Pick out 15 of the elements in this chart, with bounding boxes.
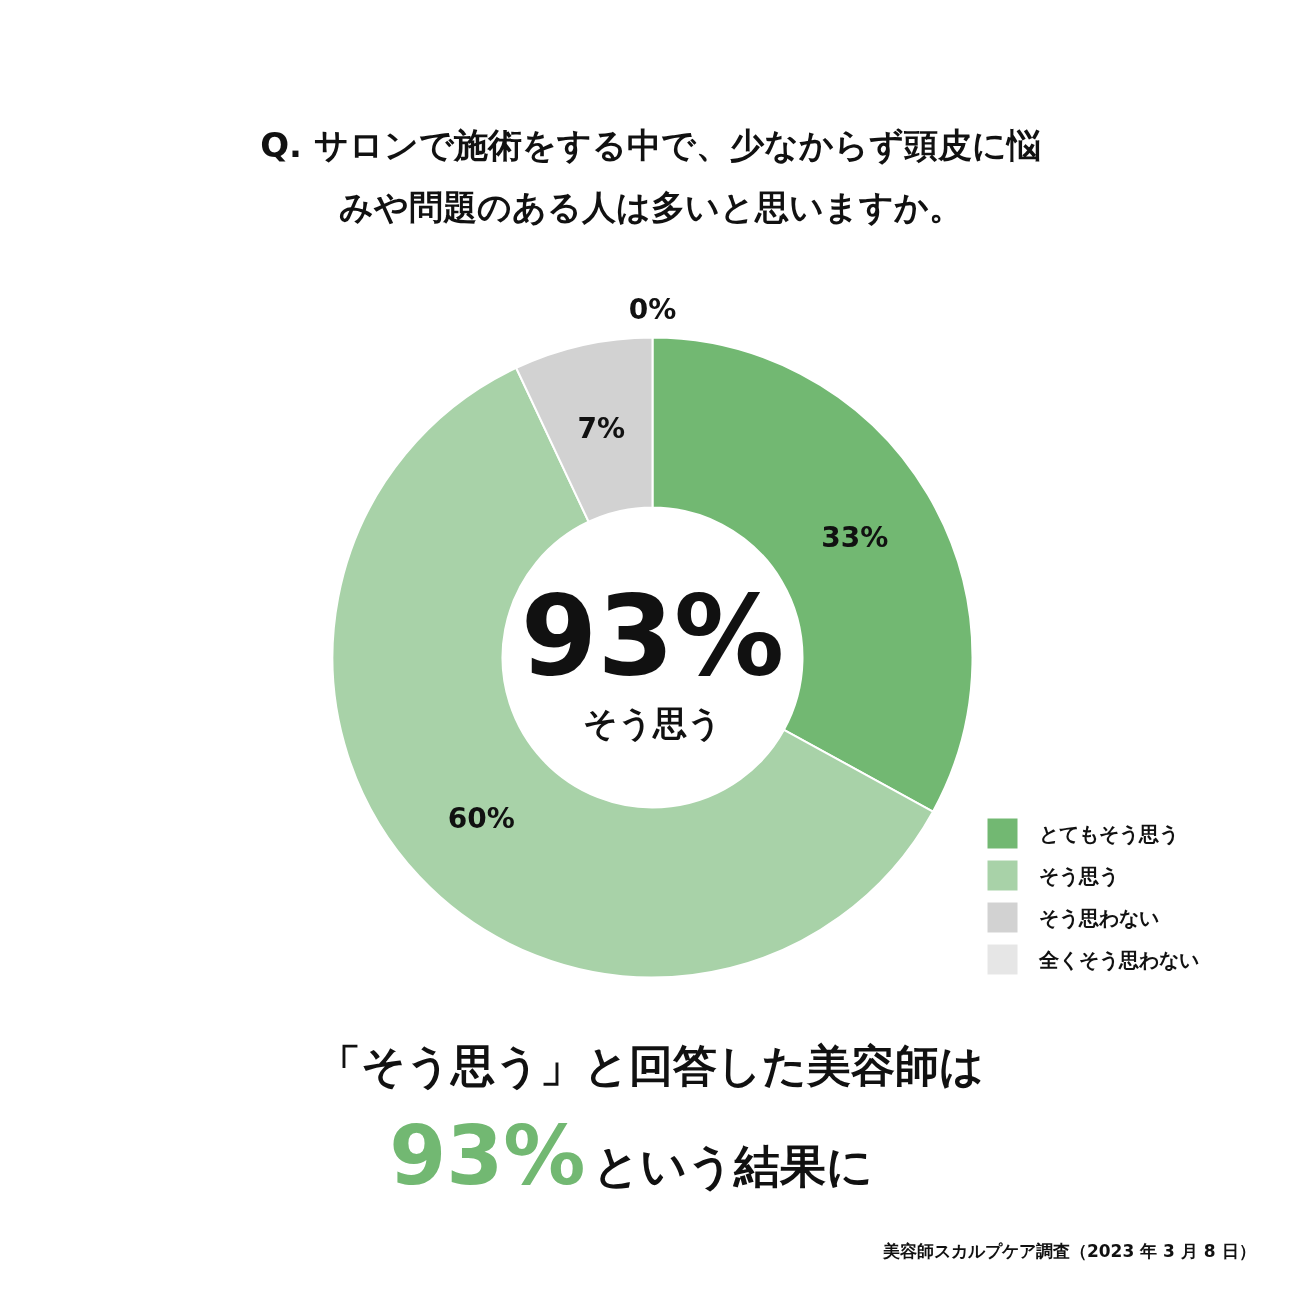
chart-title: Q. サロンで施術をする中で、少なからず頭皮に悩みや問題のある人は多いと思いますか。 (260, 124, 1041, 227)
legend-label: そう思わない (1038, 905, 1159, 930)
text: 「そう思う」と回答した美容師は (317, 1040, 984, 1091)
legend-label: そう思う (1038, 863, 1119, 888)
text: 93% (520, 571, 785, 700)
slice-label: そう思う (583, 702, 722, 743)
text: 0% (628, 293, 677, 326)
text: 93% (389, 1108, 586, 1203)
legend-label: 全くそう思わない (1037, 947, 1199, 972)
data-label: 7% (577, 411, 626, 445)
data-label: 33% (821, 521, 889, 555)
legend-label: とてもそう思う (1038, 821, 1179, 846)
text: 美容師スカルプケア調査（2023 年 3 月 8 日） (881, 1240, 1256, 1261)
data-label: 60% (447, 801, 515, 835)
text: という結果に (592, 1138, 873, 1193)
